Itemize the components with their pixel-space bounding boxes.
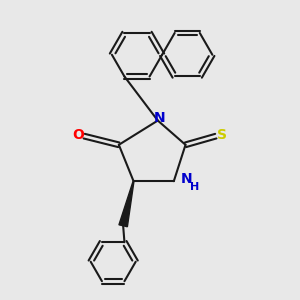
Text: S: S <box>217 128 227 142</box>
Text: N: N <box>181 172 193 186</box>
Text: N: N <box>154 110 165 124</box>
Text: O: O <box>73 128 85 142</box>
Text: H: H <box>190 182 199 192</box>
Polygon shape <box>119 181 134 227</box>
